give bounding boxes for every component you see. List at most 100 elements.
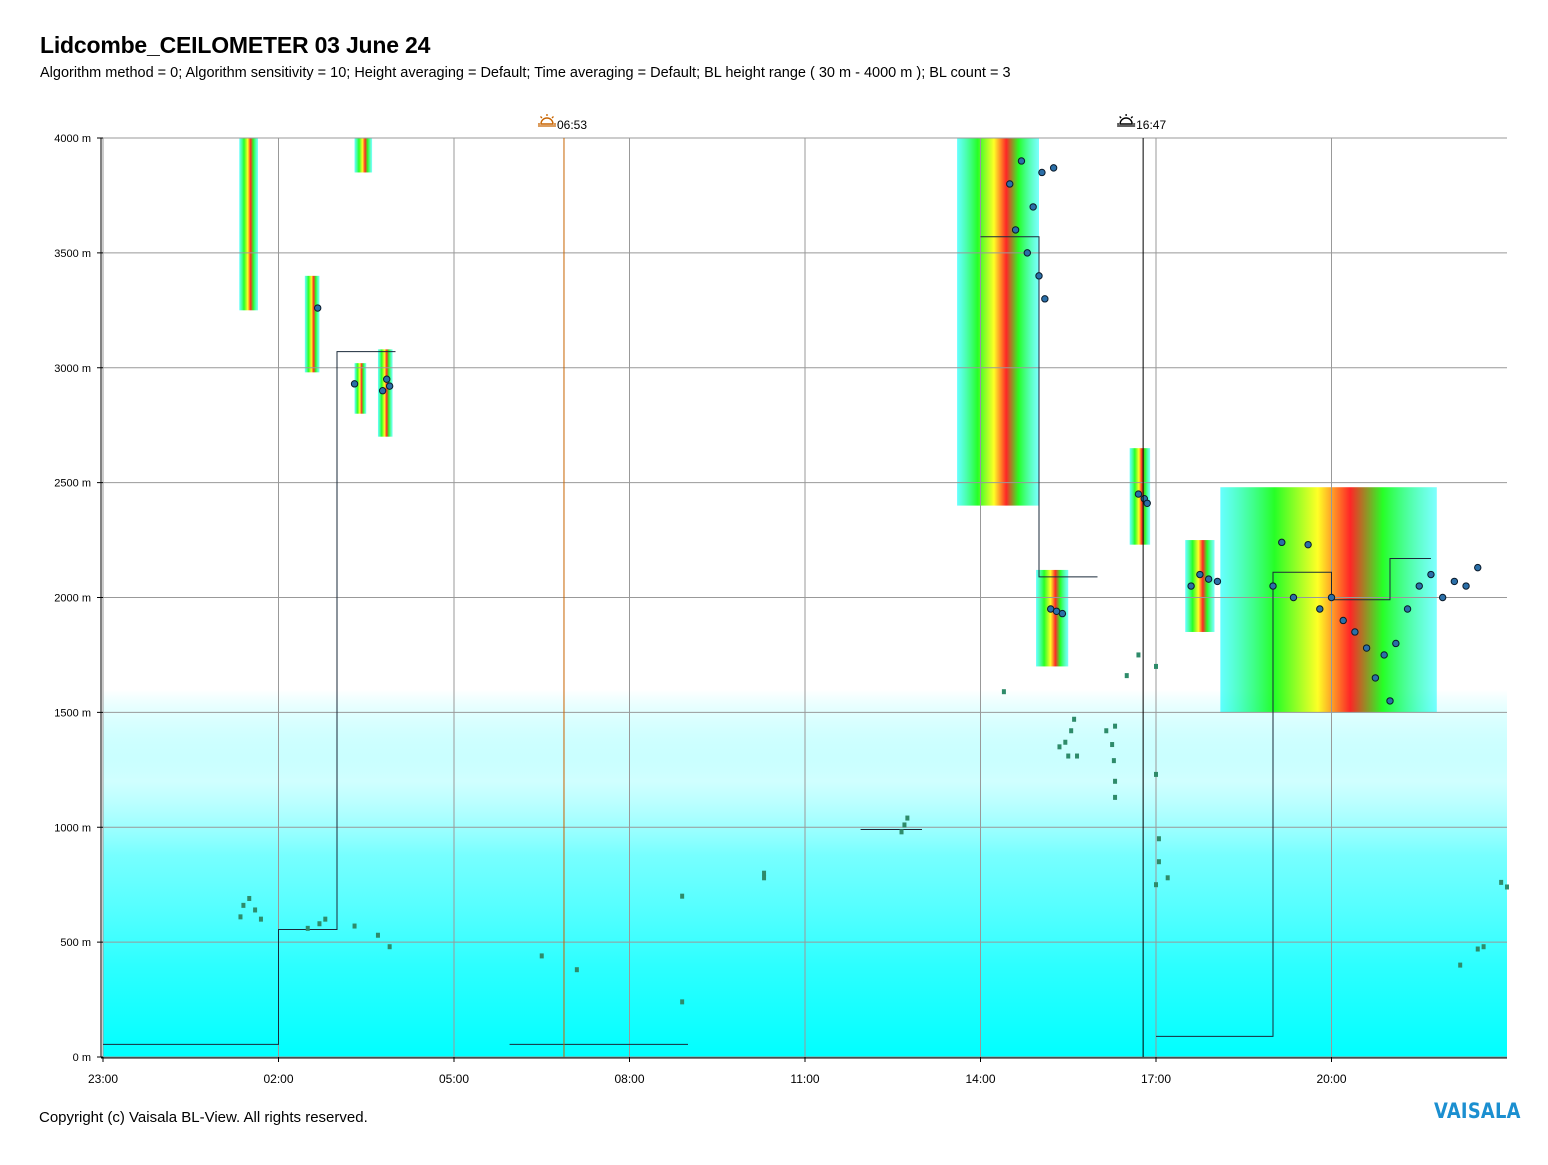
layer-point xyxy=(1072,716,1077,722)
cloud-region xyxy=(957,138,1039,506)
sun-ray xyxy=(1130,116,1134,119)
cloud-base-point xyxy=(1011,226,1020,234)
x-tick-label: 11:00 xyxy=(790,1072,819,1086)
layer-point xyxy=(1069,728,1074,734)
layer-point xyxy=(902,822,907,828)
layer-point xyxy=(1001,689,1006,695)
copyright-text: Copyright (c) Vaisala BL-View. All right… xyxy=(39,1109,368,1126)
layer-point xyxy=(323,916,328,922)
chart-title: Lidcombe_CEILOMETER 03 June 24 xyxy=(40,32,431,58)
y-tick-label: 1500 m xyxy=(54,707,91,719)
y-tick-label: 3500 m xyxy=(54,248,91,260)
cloud-base-point xyxy=(1029,203,1037,211)
layer-point xyxy=(539,953,544,959)
y-tick-label: 0 m xyxy=(73,1052,91,1064)
layer-point xyxy=(247,895,252,901)
y-tick-label: 2000 m xyxy=(54,593,91,605)
layer-point xyxy=(241,902,246,908)
layer-point xyxy=(905,815,910,821)
layer-point xyxy=(1063,739,1068,745)
cloud-region xyxy=(354,138,373,173)
sun-ray xyxy=(551,116,554,119)
cloud-layers xyxy=(239,138,1437,713)
layer-point xyxy=(1104,728,1109,734)
layer-point xyxy=(1156,859,1161,865)
cloud-base-point xyxy=(1339,616,1347,625)
x-tick-label: 08:00 xyxy=(614,1072,644,1086)
chart-subtitle: Algorithm method = 0; Algorithm sensitiv… xyxy=(40,65,1011,81)
cloud-base-point xyxy=(1415,582,1423,590)
cloud-base-point xyxy=(1351,628,1359,636)
sun-ray xyxy=(540,116,543,119)
layer-point xyxy=(253,907,258,913)
layer-point xyxy=(899,829,904,835)
layer-point xyxy=(305,925,310,931)
cloud-base-point xyxy=(1316,605,1324,613)
layer-point xyxy=(1475,946,1480,952)
y-tick-label: 3000 m xyxy=(54,363,91,375)
cloud-base-point xyxy=(1213,577,1222,586)
layer-point xyxy=(1505,884,1509,890)
cloud-base-point xyxy=(1427,570,1435,579)
cloud-base-point xyxy=(1386,697,1394,705)
layer-point xyxy=(1124,673,1129,679)
sun-events: 06:53 16:47 xyxy=(537,114,1166,1057)
aerosol-layer-points xyxy=(238,652,1509,1005)
cloud-base-point xyxy=(378,387,387,395)
layer-point xyxy=(375,932,380,938)
cloud-base-point xyxy=(1269,582,1277,590)
cloud-base-point xyxy=(385,382,394,390)
cloud-base-point xyxy=(383,375,391,383)
x-tick-label: 23:00 xyxy=(88,1072,118,1086)
cloud-base-point xyxy=(1187,582,1195,590)
layer-point xyxy=(1156,836,1161,842)
cloud-base-point xyxy=(1058,609,1067,618)
sun-half xyxy=(1119,117,1133,125)
vaisala-logo: VAISALA xyxy=(1434,1099,1521,1123)
cloud-base-point xyxy=(1304,540,1312,549)
cloud-base-point xyxy=(1041,295,1049,303)
axes: 23:00 02:00 05:00 08:00 11:00 14:00 17:00 20:00… xyxy=(54,133,1507,1086)
cloud-base-point xyxy=(1049,164,1058,172)
layer-point xyxy=(1165,875,1170,881)
layer-point xyxy=(1458,962,1463,968)
layer-point xyxy=(1499,879,1504,885)
cloud-base-point xyxy=(1038,168,1046,177)
layer-point xyxy=(1066,753,1071,759)
cloud-base-point xyxy=(1362,644,1371,652)
layer-point xyxy=(1154,663,1158,669)
layer-point xyxy=(1111,758,1116,764)
cloud-base-point xyxy=(1371,674,1380,682)
cloud-base-point xyxy=(1392,639,1400,648)
layer-point xyxy=(1113,723,1118,729)
cloud-region xyxy=(1220,487,1437,713)
layer-point xyxy=(762,875,767,881)
cloud-region xyxy=(354,363,367,414)
y-tick-label: 500 m xyxy=(60,937,91,949)
cloud-base-point xyxy=(1462,582,1470,590)
layer-point xyxy=(574,967,579,973)
layer-point xyxy=(1481,944,1486,950)
cloud-base-point xyxy=(1023,249,1032,257)
layer-point xyxy=(1154,882,1158,888)
x-tick-label: 17:00 xyxy=(1141,1072,1171,1086)
cloud-base-point xyxy=(1289,593,1298,602)
cloud-base-point xyxy=(1438,593,1447,602)
layer-point xyxy=(1113,778,1118,784)
x-tick-label: 14:00 xyxy=(965,1072,995,1086)
layer-point xyxy=(1154,771,1158,777)
layer-point xyxy=(1136,652,1141,658)
cloud-base-point xyxy=(1278,538,1286,547)
layer-point xyxy=(762,870,767,876)
x-tick-label: 20:00 xyxy=(1316,1072,1346,1086)
layer-point xyxy=(1113,794,1118,800)
y-tick-label: 4000 m xyxy=(54,133,91,145)
cloud-base-point xyxy=(1017,157,1026,165)
sunset-time-label: 16:47 xyxy=(1136,118,1166,132)
cloud-base-point xyxy=(1006,180,1014,188)
cloud-base-point xyxy=(1204,575,1213,583)
sun-half xyxy=(540,117,554,125)
cloud-base-point xyxy=(1327,593,1336,602)
cloud-base-point xyxy=(1143,499,1151,508)
